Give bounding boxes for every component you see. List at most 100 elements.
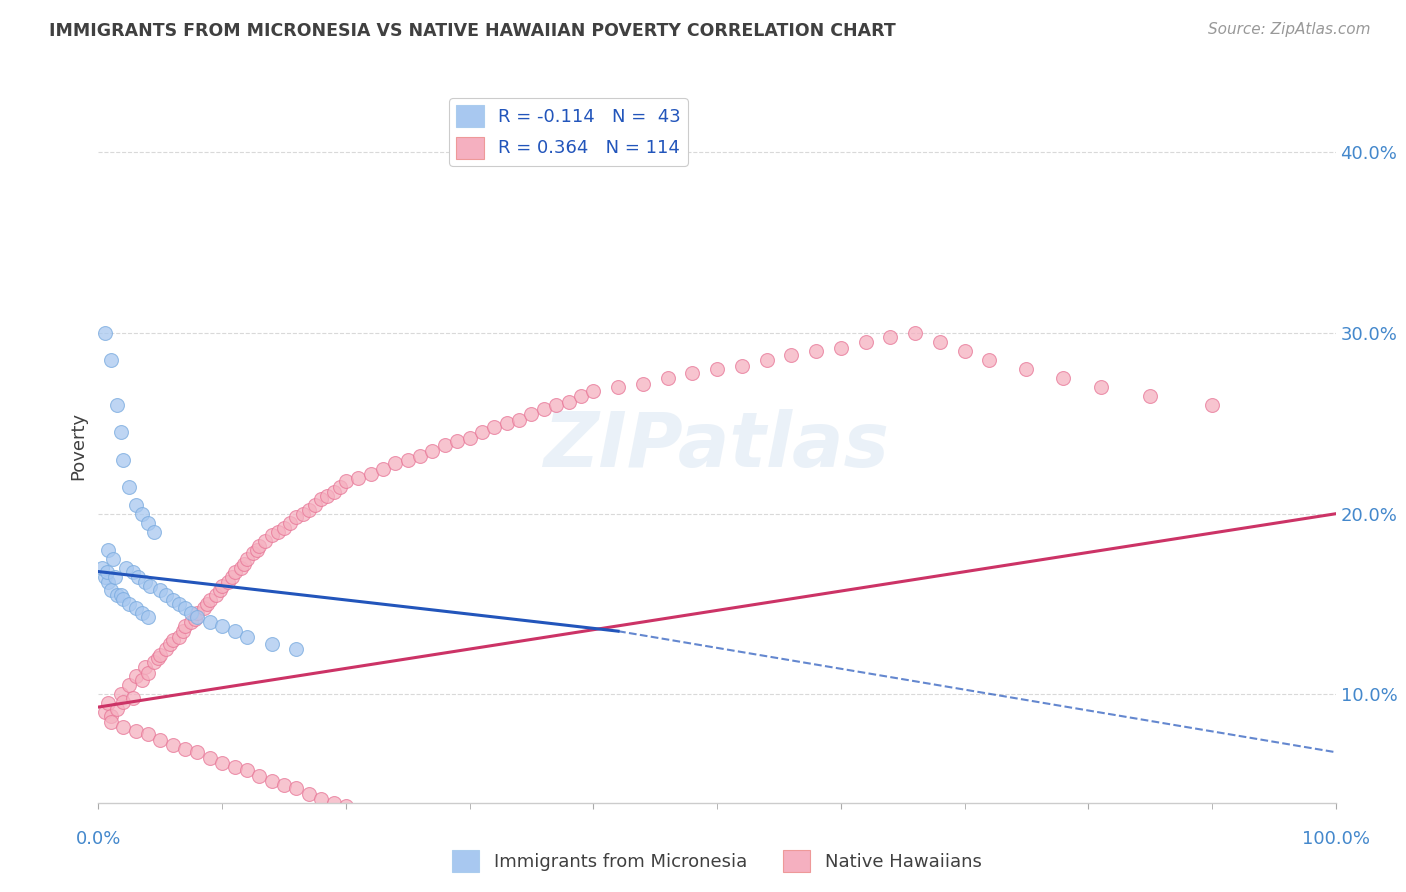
Text: ZIPatlas: ZIPatlas — [544, 409, 890, 483]
Point — [96, 565, 118, 579]
Point — [100, 582, 122, 597]
Point — [97, 697, 120, 711]
Point — [267, 524, 290, 539]
Point — [110, 687, 132, 701]
Point — [136, 516, 159, 530]
Point — [112, 591, 135, 606]
Point — [335, 474, 357, 488]
Point — [273, 778, 295, 792]
Point — [260, 774, 283, 789]
Point — [273, 521, 295, 535]
Point — [1052, 371, 1074, 385]
Point — [830, 341, 852, 355]
Point — [360, 467, 382, 481]
Point — [131, 673, 153, 687]
Point — [582, 384, 605, 398]
Point — [136, 665, 159, 680]
Point — [195, 597, 218, 611]
Point — [134, 660, 156, 674]
Point — [855, 335, 877, 350]
Point — [143, 524, 166, 539]
Point — [93, 706, 115, 720]
Point — [122, 565, 145, 579]
Point — [136, 727, 159, 741]
Point — [236, 630, 259, 644]
Point — [180, 606, 202, 620]
Point — [146, 651, 169, 665]
Point — [285, 642, 308, 657]
Point — [928, 335, 950, 350]
Point — [93, 570, 115, 584]
Point — [186, 606, 208, 620]
Point — [103, 570, 125, 584]
Point — [184, 611, 207, 625]
Point — [136, 609, 159, 624]
Point — [731, 359, 754, 373]
Point — [100, 353, 122, 368]
Point — [159, 637, 181, 651]
Point — [124, 723, 146, 738]
Point — [198, 750, 221, 764]
Point — [706, 362, 728, 376]
Point — [91, 561, 114, 575]
Point — [174, 741, 197, 756]
Point — [93, 326, 115, 340]
Point — [260, 528, 283, 542]
Point — [233, 558, 256, 572]
Y-axis label: Poverty: Poverty — [69, 412, 87, 480]
Point — [260, 637, 283, 651]
Point — [254, 533, 277, 548]
Point — [446, 434, 468, 449]
Point — [384, 456, 406, 470]
Point — [1015, 362, 1038, 376]
Point — [124, 600, 146, 615]
Point — [224, 565, 246, 579]
Point — [198, 593, 221, 607]
Point — [224, 759, 246, 773]
Point — [879, 329, 901, 343]
Point — [105, 702, 128, 716]
Point — [124, 669, 146, 683]
Point — [433, 438, 456, 452]
Point — [110, 588, 132, 602]
Point — [131, 507, 153, 521]
Point — [242, 547, 264, 561]
Point — [174, 619, 197, 633]
Point — [139, 579, 162, 593]
Point — [167, 630, 190, 644]
Point — [131, 606, 153, 620]
Point — [904, 326, 927, 340]
Point — [100, 714, 122, 729]
Point — [979, 353, 1001, 368]
Point — [371, 461, 394, 475]
Point — [122, 691, 145, 706]
Point — [211, 579, 233, 593]
Point — [316, 489, 339, 503]
Point — [186, 745, 208, 759]
Point — [155, 588, 177, 602]
Point — [97, 575, 120, 590]
Point — [124, 498, 146, 512]
Point — [1139, 389, 1161, 403]
Point — [755, 353, 778, 368]
Point — [97, 542, 120, 557]
Point — [172, 624, 194, 639]
Point — [174, 600, 197, 615]
Text: IMMIGRANTS FROM MICRONESIA VS NATIVE HAWAIIAN POVERTY CORRELATION CHART: IMMIGRANTS FROM MICRONESIA VS NATIVE HAW… — [49, 22, 896, 40]
Point — [110, 425, 132, 440]
Point — [112, 695, 135, 709]
Point — [149, 732, 172, 747]
Point — [112, 720, 135, 734]
Point — [329, 480, 352, 494]
Text: 0.0%: 0.0% — [76, 830, 121, 848]
Point — [162, 593, 184, 607]
Point — [780, 348, 803, 362]
Point — [309, 492, 332, 507]
Point — [105, 398, 128, 412]
Point — [285, 781, 308, 796]
Point — [112, 452, 135, 467]
Point — [167, 597, 190, 611]
Point — [198, 615, 221, 629]
Point — [347, 470, 370, 484]
Point — [118, 678, 141, 692]
